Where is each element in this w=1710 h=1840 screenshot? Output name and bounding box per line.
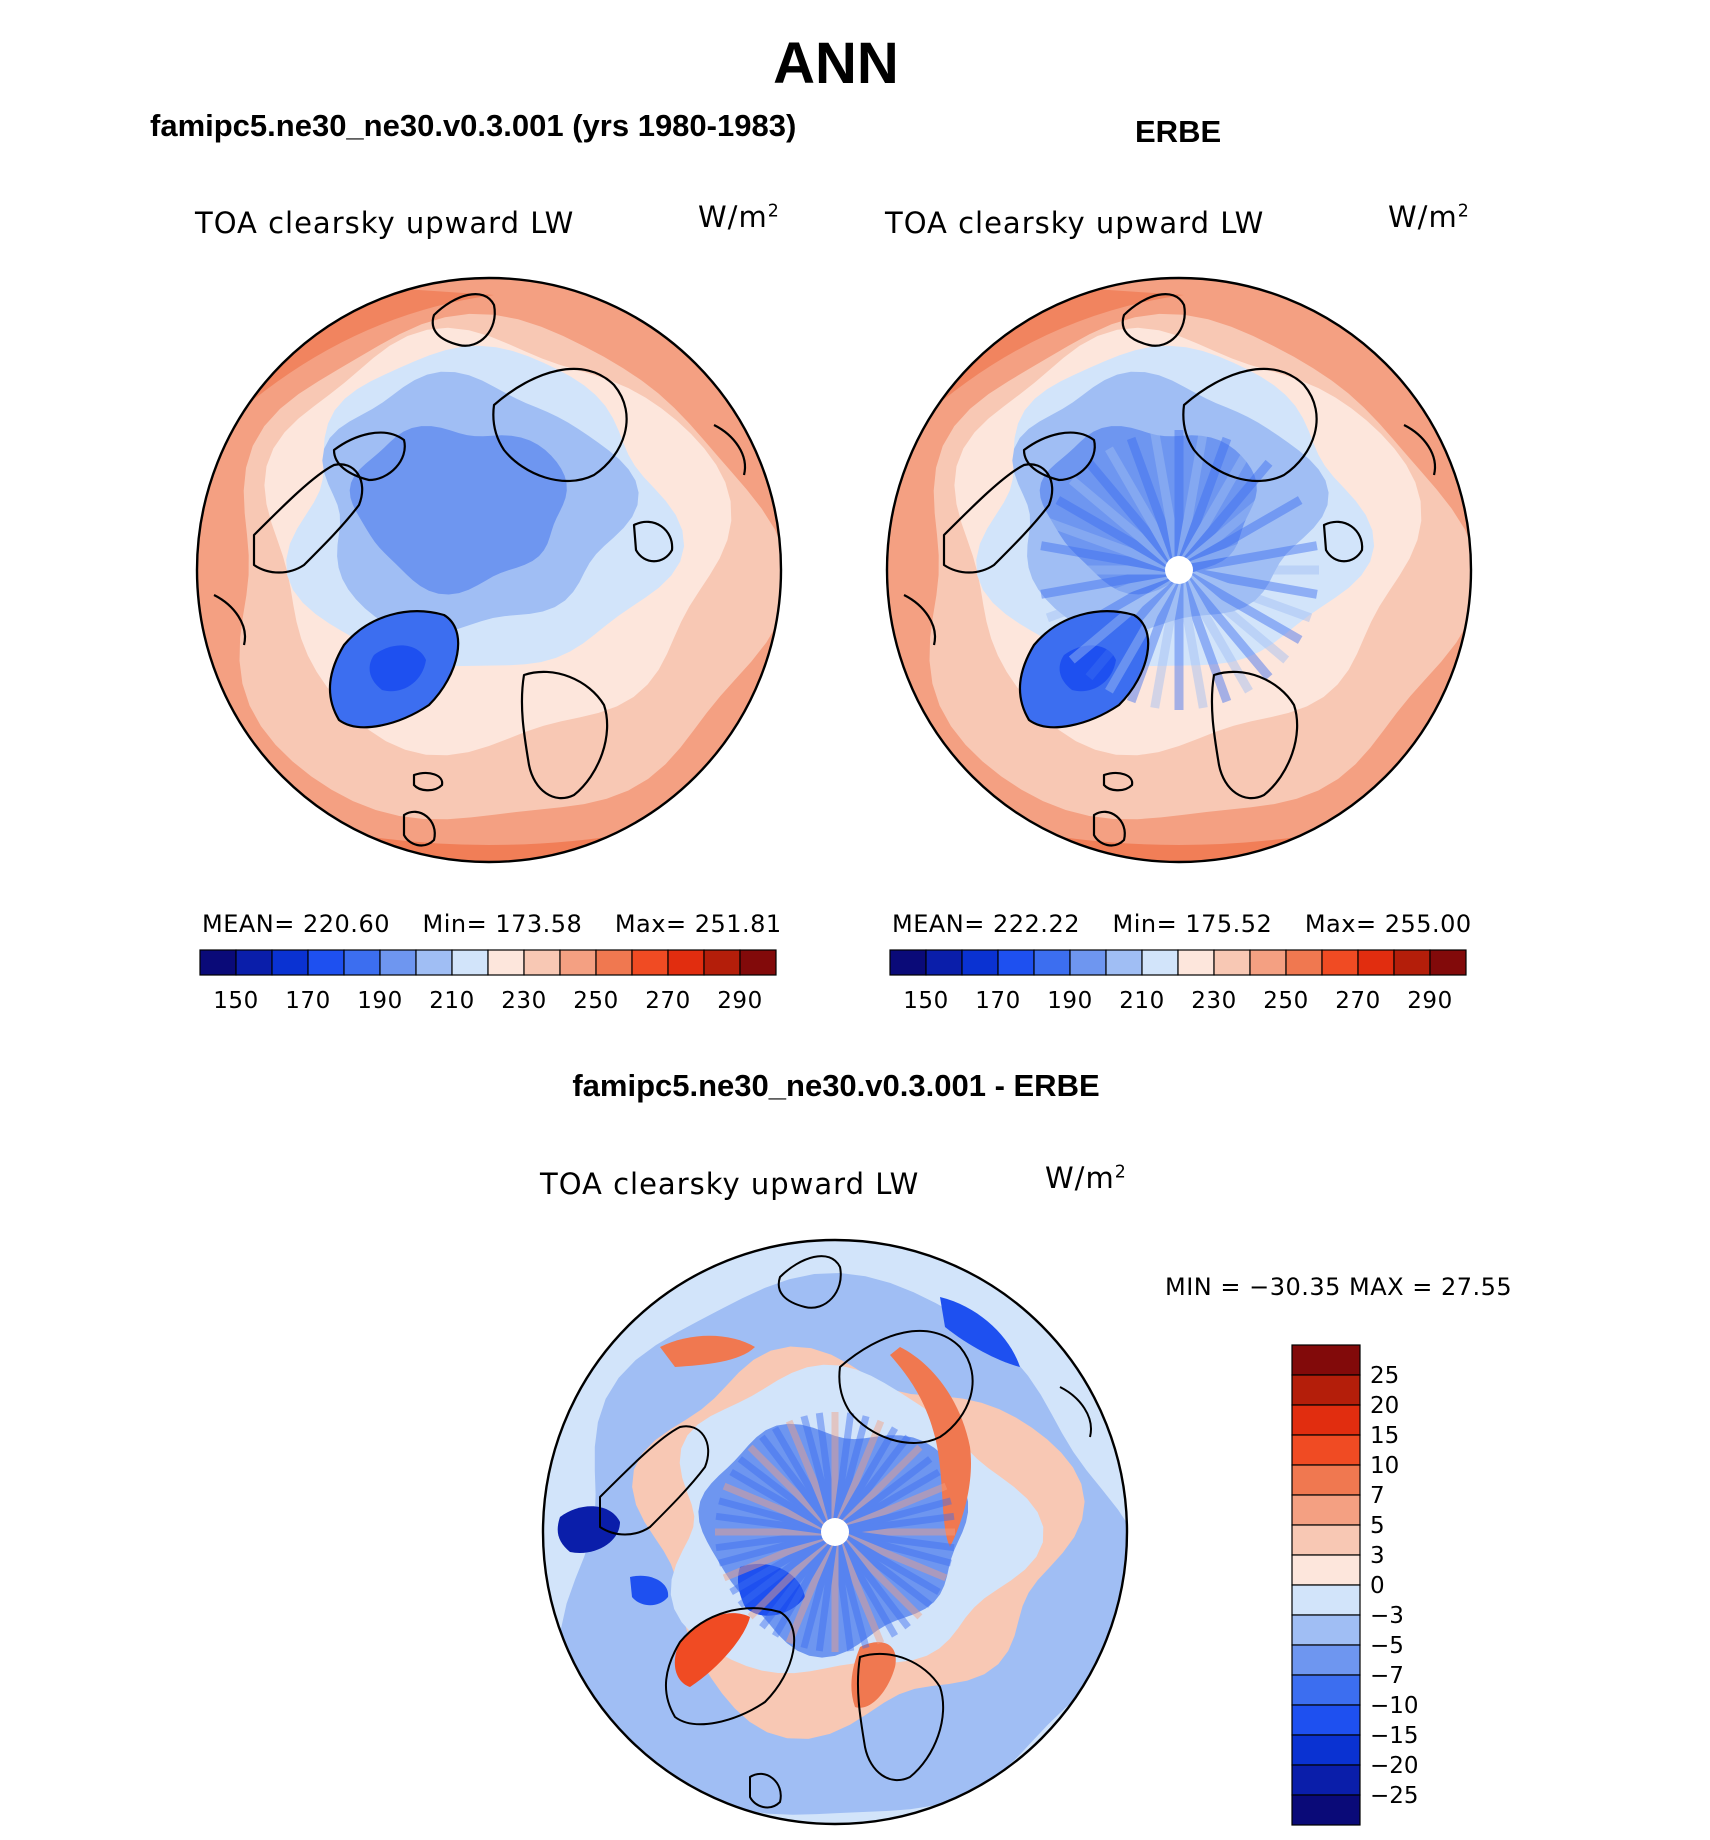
colorbar-swatch bbox=[1357, 949, 1395, 976]
colorbar-tick-label: −25 bbox=[1370, 1783, 1419, 1809]
colorbar-tick-label: 15 bbox=[1370, 1423, 1399, 1449]
obs-polar-map bbox=[885, 276, 1473, 864]
colorbar-tick-label: 150 bbox=[213, 988, 258, 1014]
colorbar-swatch bbox=[1141, 949, 1179, 976]
colorbar-swatch bbox=[199, 949, 237, 976]
colorbar-swatch bbox=[1291, 1554, 1361, 1586]
colorbar-swatch bbox=[1291, 1674, 1361, 1706]
colorbar-swatch bbox=[415, 949, 453, 976]
colorbar-swatch bbox=[1291, 1764, 1361, 1796]
colorbar-swatch bbox=[1321, 949, 1359, 976]
colorbar-tick-label: 190 bbox=[357, 988, 402, 1014]
colorbar-tick-label: 150 bbox=[903, 988, 948, 1014]
colorbar-tick-label: 210 bbox=[429, 988, 474, 1014]
diff-minmax: MIN = −30.35 MAX = 27.55 bbox=[1165, 1273, 1513, 1301]
colorbar-tick-label: 250 bbox=[573, 988, 618, 1014]
colorbar-swatch bbox=[1429, 949, 1467, 976]
colorbar-swatch bbox=[1291, 1644, 1361, 1676]
colorbar-tick-label: 5 bbox=[1370, 1513, 1385, 1539]
colorbar-tick-label: 25 bbox=[1370, 1363, 1399, 1389]
figure-title: ANN bbox=[773, 31, 899, 96]
colorbar-swatch bbox=[925, 949, 963, 976]
colorbar-swatch bbox=[961, 949, 999, 976]
colorbar-swatch bbox=[1291, 1434, 1361, 1466]
model-stats: MEAN= 220.60 Min= 173.58 Max= 251.81 bbox=[202, 910, 782, 938]
colorbar-tick-label: −20 bbox=[1370, 1753, 1419, 1779]
colorbar-swatch bbox=[1291, 1404, 1361, 1436]
colorbar-tick-label: 270 bbox=[645, 988, 690, 1014]
colorbar-tick-label: −7 bbox=[1370, 1663, 1404, 1689]
colorbar-tick-label: 230 bbox=[1191, 988, 1236, 1014]
colorbar-swatch bbox=[487, 949, 525, 976]
colorbar-swatch bbox=[703, 949, 741, 976]
colorbar-tick-label: −5 bbox=[1370, 1633, 1404, 1659]
colorbar-swatch bbox=[451, 949, 489, 976]
obs-colorbar: 150 170 190 210 230 250 270 290 bbox=[889, 949, 1467, 1014]
colorbar-swatch bbox=[1291, 1524, 1361, 1556]
colorbar-swatch bbox=[343, 949, 381, 976]
colorbar-swatch bbox=[1291, 1734, 1361, 1766]
colorbar-tick-label: 190 bbox=[1047, 988, 1092, 1014]
diff-units-label: W/m2 bbox=[1045, 1161, 1127, 1195]
obs-variable-label: TOA clearsky upward LW bbox=[885, 206, 1265, 240]
diff-panel-subtitle: famipc5.ne30_ne30.v0.3.001 - ERBE bbox=[572, 1068, 1100, 1103]
model-colorbar: 150 170 190 210 230 250 270 290 bbox=[199, 949, 777, 1014]
colorbar-tick-label: 250 bbox=[1263, 988, 1308, 1014]
colorbar-tick-label: −15 bbox=[1370, 1723, 1419, 1749]
colorbar-swatch bbox=[1213, 949, 1251, 976]
colorbar-swatch bbox=[235, 949, 273, 976]
obs-panel-subtitle: ERBE bbox=[1135, 114, 1222, 149]
diff-colorbar: 25 20 15 10 7 5 3 0 −3 −5 −7 −10 −15 −20 −25 bbox=[1291, 1344, 1419, 1826]
colorbar-swatch bbox=[1291, 1464, 1361, 1496]
colorbar-tick-label: 3 bbox=[1370, 1543, 1385, 1569]
colorbar-swatch bbox=[1177, 949, 1215, 976]
colorbar-swatch bbox=[1291, 1614, 1361, 1646]
colorbar-tick-label: −3 bbox=[1370, 1603, 1404, 1629]
colorbar-tick-label: 10 bbox=[1370, 1453, 1399, 1479]
model-panel-subtitle: famipc5.ne30_ne30.v0.3.001 (yrs 1980-198… bbox=[150, 108, 797, 143]
colorbar-swatch bbox=[1393, 949, 1431, 976]
colorbar-tick-label: 7 bbox=[1370, 1483, 1385, 1509]
colorbar-swatch bbox=[1291, 1494, 1361, 1526]
colorbar-swatch bbox=[523, 949, 561, 976]
colorbar-swatch bbox=[559, 949, 597, 976]
colorbar-swatch bbox=[271, 949, 309, 976]
colorbar-swatch bbox=[1291, 1374, 1361, 1406]
colorbar-swatch bbox=[1291, 1794, 1361, 1826]
colorbar-swatch bbox=[997, 949, 1035, 976]
colorbar-swatch bbox=[379, 949, 417, 976]
colorbar-swatch bbox=[1285, 949, 1323, 976]
diff-polar-map bbox=[541, 1238, 1129, 1826]
colorbar-tick-label: 210 bbox=[1119, 988, 1164, 1014]
colorbar-swatch bbox=[1291, 1704, 1361, 1736]
obs-stats: MEAN= 222.22 Min= 175.52 Max= 255.00 bbox=[892, 910, 1472, 938]
colorbar-tick-label: 20 bbox=[1370, 1393, 1399, 1419]
colorbar-tick-label: 230 bbox=[501, 988, 546, 1014]
colorbar-swatch bbox=[667, 949, 705, 976]
colorbar-tick-label: 290 bbox=[717, 988, 762, 1014]
colorbar-swatch bbox=[1033, 949, 1071, 976]
colorbar-tick-label: 170 bbox=[975, 988, 1020, 1014]
obs-units-label: W/m2 bbox=[1388, 200, 1470, 234]
colorbar-swatch bbox=[1291, 1584, 1361, 1616]
colorbar-swatch bbox=[595, 949, 633, 976]
colorbar-swatch bbox=[307, 949, 345, 976]
colorbar-tick-label: 270 bbox=[1335, 988, 1380, 1014]
colorbar-swatch bbox=[631, 949, 669, 976]
colorbar-tick-label: −10 bbox=[1370, 1693, 1419, 1719]
colorbar-swatch bbox=[1069, 949, 1107, 976]
colorbar-swatch bbox=[1105, 949, 1143, 976]
model-units-label: W/m2 bbox=[698, 200, 780, 234]
model-polar-map bbox=[195, 276, 783, 864]
colorbar-swatch bbox=[1291, 1344, 1361, 1376]
colorbar-tick-label: 290 bbox=[1407, 988, 1452, 1014]
diff-variable-label: TOA clearsky upward LW bbox=[540, 1167, 920, 1201]
colorbar-swatch bbox=[889, 949, 927, 976]
colorbar-swatch bbox=[739, 949, 777, 976]
model-variable-label: TOA clearsky upward LW bbox=[195, 206, 575, 240]
colorbar-tick-label: 170 bbox=[285, 988, 330, 1014]
colorbar-tick-label: 0 bbox=[1370, 1573, 1385, 1599]
colorbar-swatch bbox=[1249, 949, 1287, 976]
